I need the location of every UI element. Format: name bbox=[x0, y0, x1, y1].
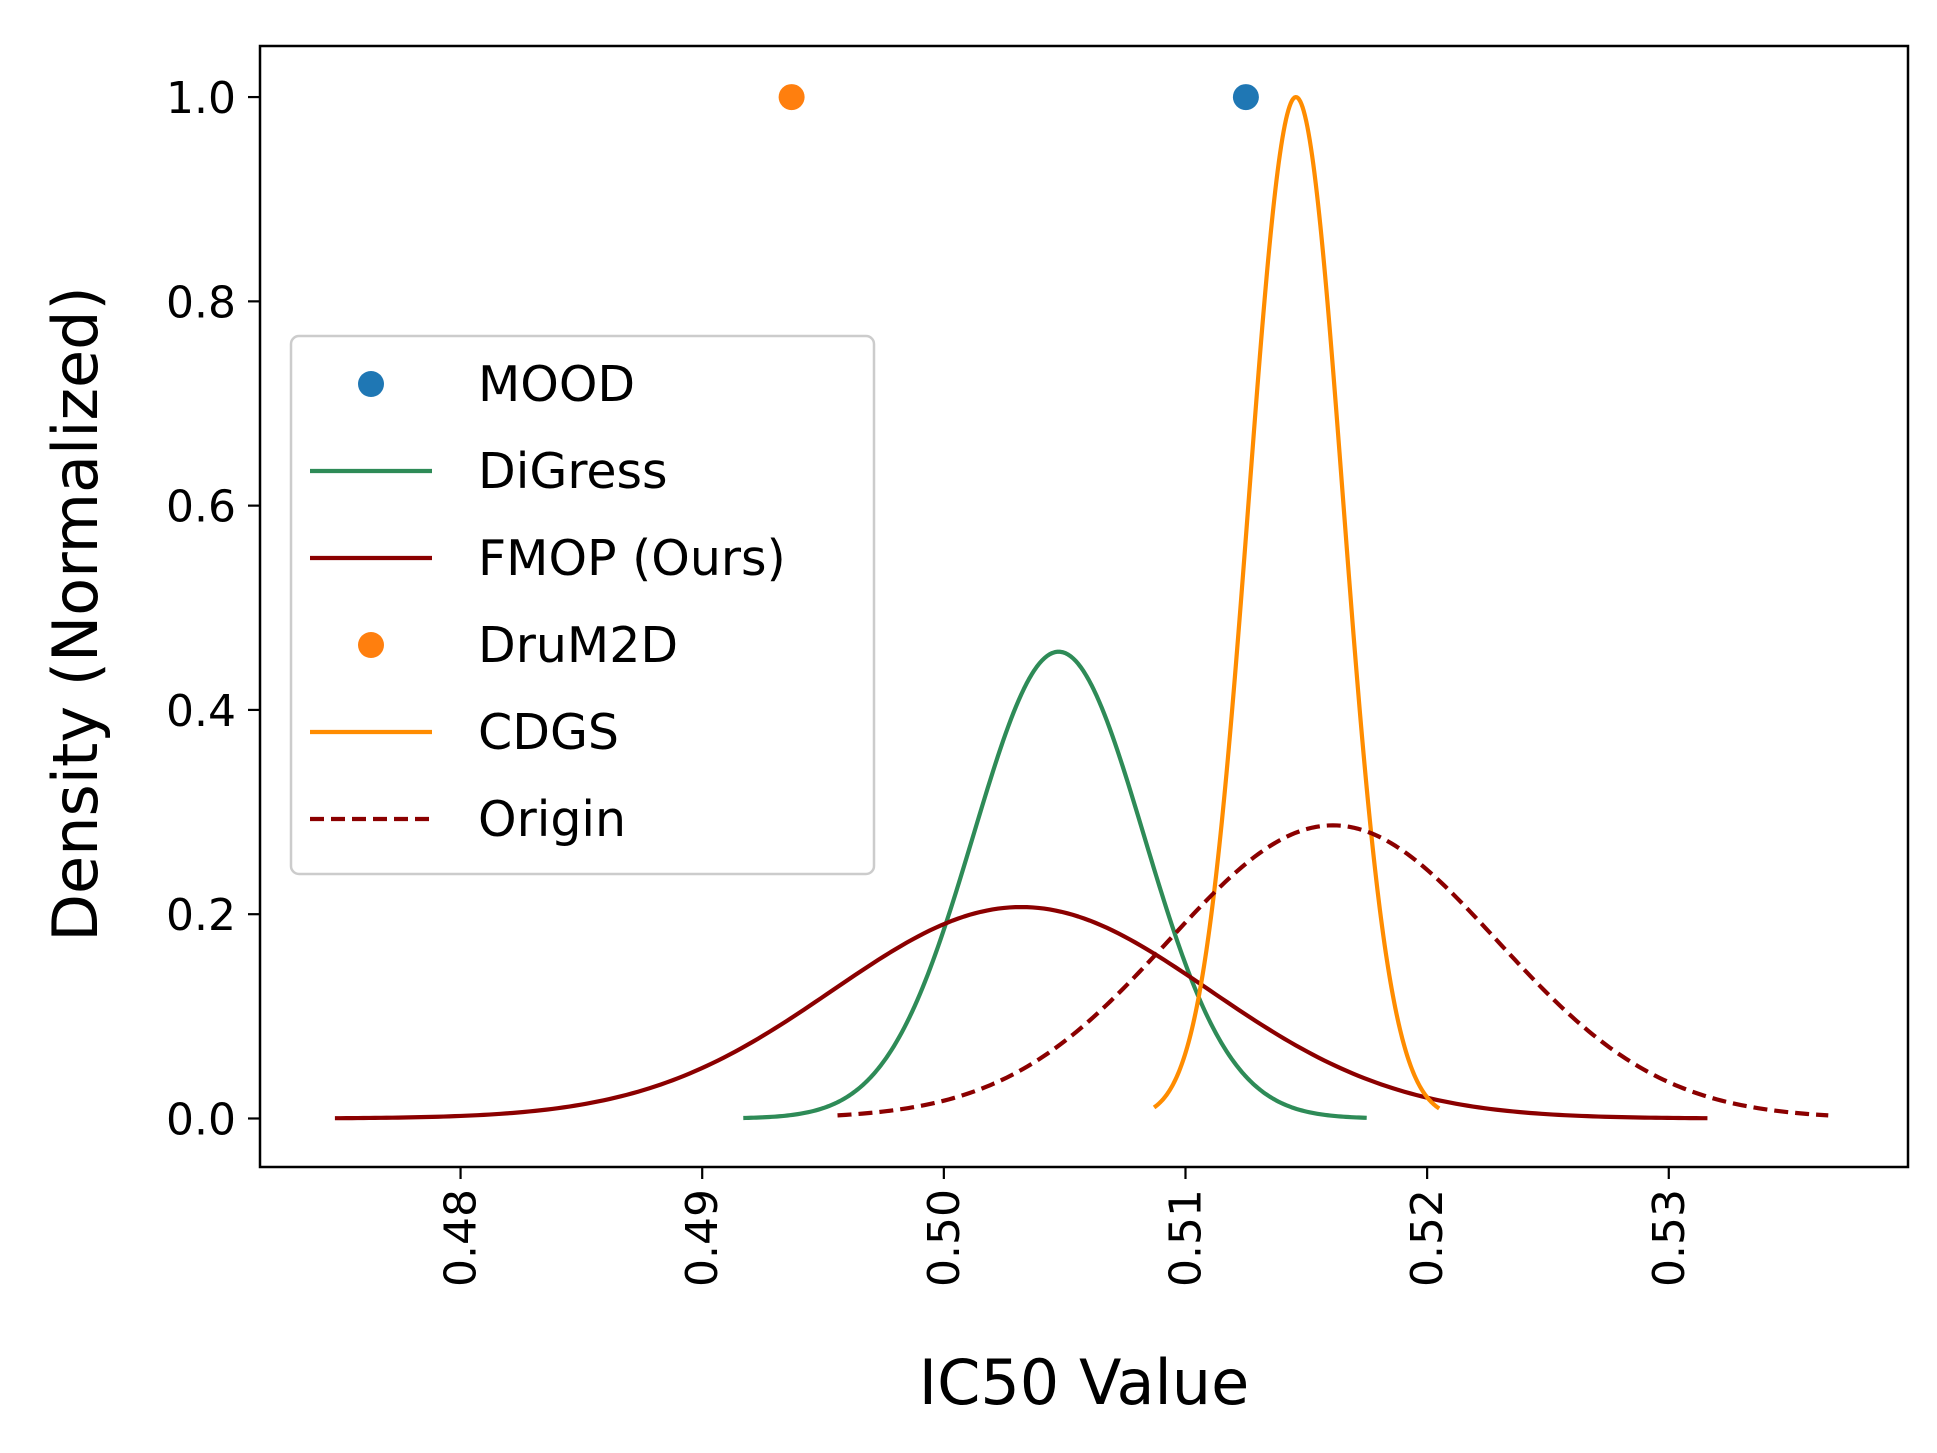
legend-label-mood: MOOD bbox=[478, 356, 635, 413]
series-line-cdgs bbox=[1152, 95, 1441, 1111]
x-tick-label: 0.48 bbox=[436, 1189, 487, 1287]
y-tick-label: 0.4 bbox=[166, 686, 236, 737]
x-tick-label: 0.50 bbox=[919, 1189, 970, 1287]
x-tick-label: 0.52 bbox=[1402, 1189, 1453, 1287]
series-line-digress bbox=[743, 649, 1367, 1121]
y-axis-ticks: 0.0 0.2 0.4 0.6 0.8 1.0 bbox=[166, 73, 260, 1145]
legend-label-fmop-ours: FMOP (Ours) bbox=[478, 530, 786, 587]
legend-label-origin: Origin bbox=[478, 791, 626, 848]
x-tick-label: 0.51 bbox=[1160, 1189, 1211, 1287]
x-axis-ticks: 0.48 0.49 0.50 0.51 0.52 0.53 bbox=[436, 1167, 1695, 1287]
y-axis-title: Density (Normalized) bbox=[39, 286, 112, 941]
x-tick-label: 0.49 bbox=[677, 1189, 728, 1287]
series-point-mood bbox=[1232, 84, 1259, 111]
x-axis-title: IC50 Value bbox=[919, 1346, 1249, 1419]
legend-marker-mood bbox=[358, 371, 384, 397]
series-line-origin bbox=[837, 823, 1829, 1118]
series-line-fmop-ours bbox=[334, 904, 1708, 1121]
legend-label-digress: DiGress bbox=[478, 443, 668, 500]
series-layer bbox=[334, 84, 1829, 1121]
legend-marker-drum2d bbox=[358, 632, 384, 658]
series-point-drum2d bbox=[778, 84, 805, 111]
plot-frame bbox=[258, 44, 1910, 1169]
y-tick-label: 1.0 bbox=[166, 73, 236, 124]
y-tick-label: 0.0 bbox=[166, 1094, 236, 1145]
y-tick-label: 0.6 bbox=[166, 482, 236, 533]
y-tick-label: 0.2 bbox=[166, 890, 236, 941]
legend: MOOD DiGress FMOP (Ours) DruM2D CDGS Origin bbox=[289, 334, 876, 876]
legend-label-cdgs: CDGS bbox=[478, 704, 619, 761]
y-tick-label: 0.8 bbox=[166, 277, 236, 328]
x-tick-label: 0.53 bbox=[1644, 1189, 1695, 1287]
legend-label-drum2d: DruM2D bbox=[478, 617, 678, 674]
legend-frame bbox=[289, 334, 876, 876]
legend-entries: MOOD DiGress FMOP (Ours) DruM2D CDGS Origin bbox=[310, 356, 786, 848]
